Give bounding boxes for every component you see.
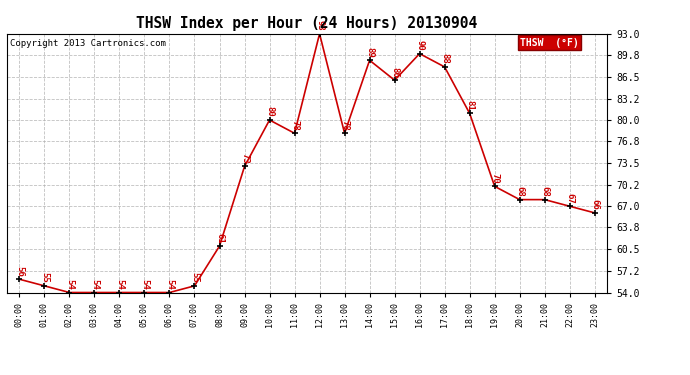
Text: 78: 78 (340, 120, 349, 130)
Text: 93: 93 (315, 20, 324, 31)
Text: 89: 89 (365, 47, 374, 57)
Text: 78: 78 (290, 120, 299, 130)
Text: 55: 55 (40, 272, 49, 283)
Text: 73: 73 (240, 153, 249, 164)
Text: Copyright 2013 Cartronics.com: Copyright 2013 Cartronics.com (10, 39, 166, 48)
Text: 81: 81 (465, 100, 474, 111)
Text: 54: 54 (115, 279, 124, 290)
Text: 88: 88 (440, 53, 449, 64)
Text: 80: 80 (265, 106, 274, 117)
Text: 90: 90 (415, 40, 424, 51)
Text: 54: 54 (165, 279, 174, 290)
Text: 70: 70 (490, 173, 499, 184)
Text: 67: 67 (565, 193, 574, 204)
Text: 54: 54 (65, 279, 74, 290)
Text: 55: 55 (190, 272, 199, 283)
Text: 61: 61 (215, 232, 224, 243)
Text: THSW  (°F): THSW (°F) (520, 38, 579, 48)
Text: 66: 66 (590, 200, 599, 210)
Text: 54: 54 (140, 279, 149, 290)
Text: 54: 54 (90, 279, 99, 290)
Text: 68: 68 (540, 186, 549, 197)
Title: THSW Index per Hour (24 Hours) 20130904: THSW Index per Hour (24 Hours) 20130904 (137, 16, 477, 31)
Text: 86: 86 (390, 67, 399, 77)
Text: 56: 56 (15, 266, 24, 276)
Text: 68: 68 (515, 186, 524, 197)
